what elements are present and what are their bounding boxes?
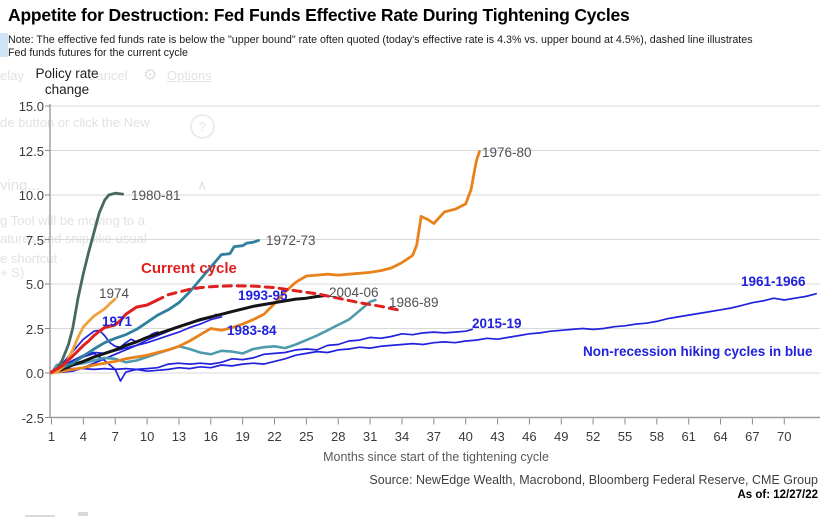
series-2015-19-line: [50, 328, 473, 373]
y-tick-label: 2.5: [25, 321, 44, 337]
x-tick-label: 55: [617, 428, 633, 444]
y-tick-label: 7.5: [25, 232, 44, 248]
series-1961-1966-line: [50, 292, 817, 382]
x-tick-label: 13: [171, 428, 187, 444]
x-tick-label: 58: [649, 428, 665, 444]
ghost-hint-text: de button or click the New: [0, 115, 150, 130]
ghost-delay-label: elay: [0, 68, 24, 83]
series-1976-80-line: [50, 149, 481, 375]
x-tick-label: 43: [490, 428, 505, 444]
chart-note-line-2: Fed funds futures for the current cycle: [8, 46, 188, 59]
label-1993-95: 1993-95: [238, 288, 288, 303]
x-tick-label: 1: [47, 428, 56, 444]
ghost-cancel-button: Cancel: [87, 68, 128, 83]
y-tick-label: 5.0: [25, 277, 44, 292]
x-tick-label: 64: [713, 428, 728, 444]
series-1986-89-line: [50, 298, 377, 375]
label-1986-89: 1986-89: [389, 295, 439, 310]
ghost-body-text-3: e shortcut: [0, 251, 58, 266]
x-axis-title: Months since start of the tightening cyc…: [323, 450, 549, 464]
ghost-help-icon: ?: [190, 114, 215, 139]
y-axis-title-line-2: change: [44, 82, 90, 97]
x-tick-label: 25: [299, 428, 314, 444]
x-tick-label: 52: [585, 428, 601, 444]
ghost-taskbar-smudge: [25, 515, 55, 517]
series-1974-line: [50, 297, 117, 375]
x-tick-label: 16: [203, 428, 219, 444]
window-edge-highlight: [0, 33, 8, 57]
series-current-cycle-futures-line: [154, 284, 404, 313]
ghost-moving-heading: ving...: [0, 177, 41, 194]
label-1974: 1974: [99, 286, 130, 301]
label-current-cycle: Current cycle: [141, 260, 237, 277]
x-tick-label: 10: [139, 428, 155, 444]
x-tick-label: 31: [362, 428, 378, 444]
label-2004-06: 2004-06: [329, 285, 379, 300]
x-tick-label: 49: [554, 428, 569, 444]
series-1972-73-line: [50, 238, 261, 375]
x-tick-label: 22: [267, 428, 282, 444]
label-1983-84: 1983-84: [227, 323, 277, 338]
ghost-taskbar-smudge: [78, 512, 88, 516]
chart-title: Appetite for Destruction: Fed Funds Effe…: [8, 5, 630, 25]
ghost-gear-icon: ⚙: [143, 67, 158, 84]
x-tick-label: 70: [777, 428, 792, 444]
y-tick-label: 0.0: [25, 366, 44, 381]
x-tick-label: 67: [745, 428, 760, 444]
x-tick-label: 28: [331, 428, 346, 444]
x-tick-label: 7: [111, 428, 119, 444]
series-2004-06-line: [50, 294, 326, 375]
y-tick-label: -2.5: [21, 410, 44, 426]
x-tick-label: 19: [235, 428, 250, 444]
ghost-body-text-1: g Tool will be moving to a: [0, 213, 146, 228]
series-current-cycle-effective-line: [50, 299, 158, 374]
ghost-chevron-up-icon: ∧: [197, 177, 208, 193]
ghost-options-button: Options: [167, 68, 212, 83]
x-tick-label: 4: [79, 428, 87, 444]
label-1976-80: 1976-80: [482, 145, 532, 160]
y-axis-title: Policy rate change: [22, 66, 112, 98]
y-axis-title-line-1: Policy rate: [35, 66, 99, 81]
y-tick-label: 10.0: [18, 188, 44, 203]
y-tick-label: 15.0: [18, 99, 44, 114]
ghost-body-text-2: atures and snip like usual: [0, 231, 147, 246]
x-tick-label: 34: [394, 428, 410, 444]
chart-note-line-1: Note: The effective fed funds rate is be…: [8, 34, 753, 46]
y-tick-label: 12.5: [18, 143, 44, 159]
source-text: Source: NewEdge Wealth, Macrobond, Bloom…: [369, 473, 818, 487]
as-of-date: As of: 12/27/22: [737, 489, 818, 501]
series-1980-81-line: [50, 191, 125, 375]
label-1971: 1971: [102, 314, 133, 329]
label-non-recession: Non-recession hiking cycles in blue: [583, 344, 813, 359]
label-1972-73: 1972-73: [266, 233, 316, 248]
ghost-body-text-4: + S): [0, 265, 25, 280]
x-tick-label: 61: [681, 428, 696, 444]
x-tick-label: 37: [426, 428, 442, 444]
label-2015-19: 2015-19: [472, 316, 522, 331]
label-1980-81: 1980-81: [131, 188, 181, 203]
label-1961-1966: 1961-1966: [741, 274, 806, 289]
x-tick-label: 46: [522, 428, 537, 444]
x-tick-label: 40: [458, 428, 473, 444]
